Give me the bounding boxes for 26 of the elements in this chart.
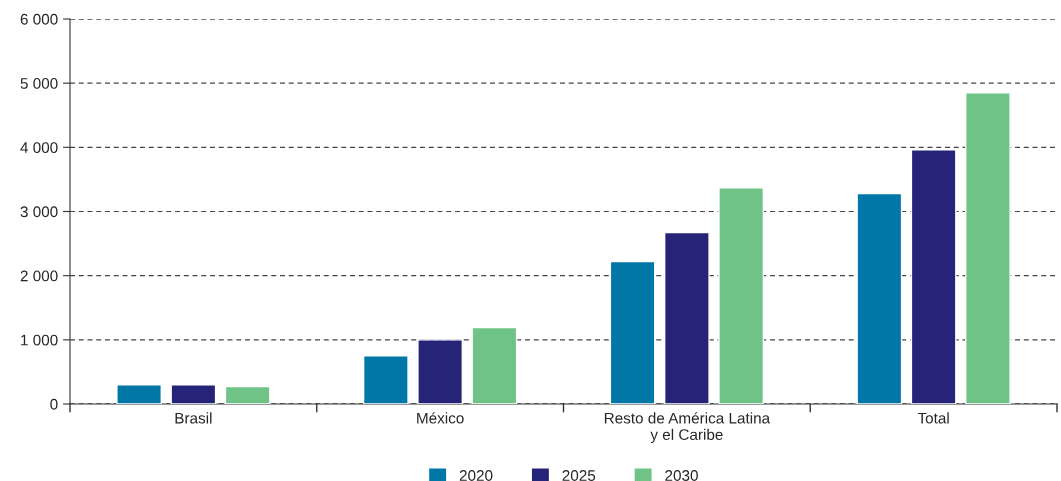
- bar: [417, 339, 464, 404]
- bar: [224, 385, 271, 404]
- bar: [362, 355, 409, 404]
- y-tick-label: 1 000: [21, 334, 58, 346]
- x-tick-label: Total: [917, 412, 949, 424]
- bar: [856, 192, 903, 404]
- legend-label: 2025: [562, 470, 596, 481]
- y-tick-label: 4 000: [20, 142, 58, 154]
- legend-label: 2020: [459, 470, 493, 481]
- y-tick-label: 0: [50, 398, 58, 410]
- bar: [609, 260, 656, 404]
- bar: [910, 149, 957, 404]
- bar: [471, 326, 518, 404]
- y-tick-label: 6 000: [20, 13, 58, 25]
- x-tick-label: México: [417, 412, 464, 424]
- bar: [718, 187, 765, 404]
- y-tick-label: 2 000: [20, 270, 58, 282]
- y-tick-label: 5 000: [20, 78, 58, 89]
- bar: [965, 92, 1011, 404]
- x-tick-label: Resto de América Latina y el Caribe: [604, 412, 771, 444]
- bar: [663, 231, 710, 404]
- bar: [116, 384, 162, 404]
- bar: [170, 384, 217, 404]
- x-tick-label: Brasil: [175, 412, 212, 424]
- legend-label: 2030: [665, 470, 698, 481]
- y-tick-label: 3 000: [20, 206, 58, 218]
